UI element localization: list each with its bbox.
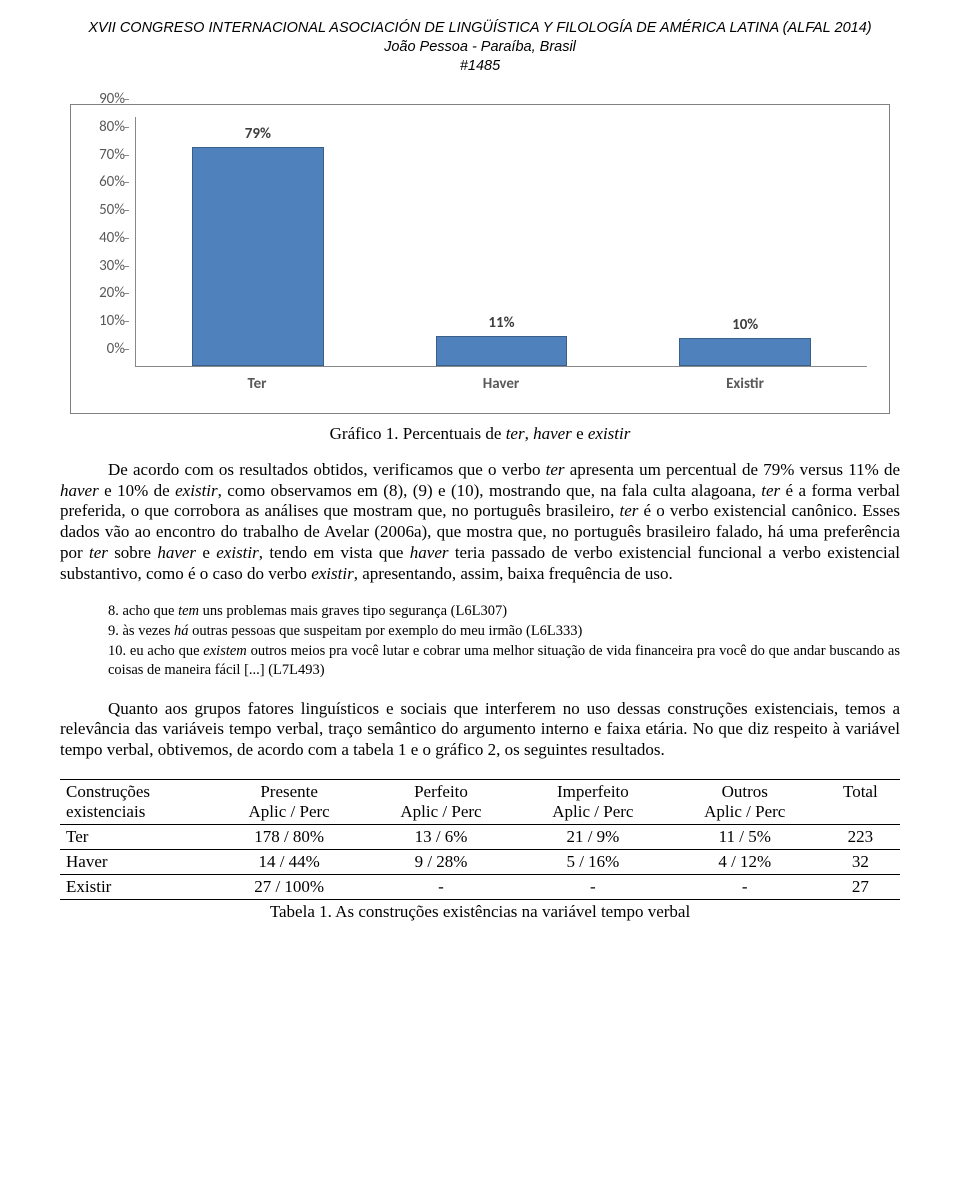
- bar-value-label: 11%: [488, 314, 514, 332]
- bar: [679, 338, 811, 366]
- paragraph-1: De acordo com os resultados obtidos, ver…: [60, 460, 900, 584]
- col-imperfeito: Imperfeito Aplic / Perc: [517, 779, 669, 824]
- table-row: Existir 27 / 100% - - - 27: [60, 874, 900, 899]
- page-header: XVII CONGRESO INTERNACIONAL ASOCIACIÓN D…: [60, 20, 900, 74]
- table-header-row: Construções existenciais Presente Aplic …: [60, 779, 900, 824]
- data-table: Construções existenciais Presente Aplic …: [60, 779, 900, 900]
- paragraph-2: Quanto aos grupos fatores linguísticos e…: [60, 699, 900, 761]
- bar: [192, 147, 324, 366]
- y-tick-label: 30%: [99, 257, 125, 275]
- y-tick-label: 20%: [99, 284, 125, 302]
- example-10: 10. eu acho que existem outros meios pra…: [108, 642, 900, 681]
- y-tick-label: 0%: [107, 340, 125, 358]
- y-tick-label: 50%: [99, 201, 125, 219]
- y-axis: 0%10%20%30%40%50%60%70%80%90%: [81, 117, 131, 367]
- caption-haver: haver: [533, 424, 572, 443]
- conference-location: João Pessoa - Paraíba, Brasil: [60, 39, 900, 55]
- x-tick-label: Ter: [247, 375, 266, 393]
- x-tick-label: Haver: [483, 375, 520, 393]
- bar-value-label: 79%: [245, 125, 271, 143]
- table-caption: Tabela 1. As construções existências na …: [60, 902, 900, 922]
- y-tick-label: 40%: [99, 229, 125, 247]
- table-row: Ter 178 / 80% 13 / 6% 21 / 9% 11 / 5% 22…: [60, 824, 900, 849]
- col-construcoes: Construções existenciais: [60, 779, 213, 824]
- chart-caption: Gráfico 1. Percentuais de ter, haver e e…: [60, 424, 900, 444]
- col-outros: Outros Aplic / Perc: [669, 779, 821, 824]
- bar: [436, 336, 568, 366]
- example-9: 9. às vezes há outras pessoas que suspei…: [108, 622, 900, 642]
- x-axis: Ter Haver Existir: [135, 369, 867, 397]
- col-total: Total: [821, 779, 900, 824]
- examples-block: 8. acho que tem uns problemas mais grave…: [108, 602, 900, 680]
- chart-container: 0%10%20%30%40%50%60%70%80%90% 79%11%10% …: [70, 104, 890, 414]
- caption-prefix: Gráfico 1. Percentuais de: [330, 424, 506, 443]
- bar-value-label: 10%: [732, 316, 758, 334]
- y-tick-label: 70%: [99, 146, 125, 164]
- x-tick-label: Existir: [726, 375, 764, 393]
- conference-title: XVII CONGRESO INTERNACIONAL ASOCIACIÓN D…: [60, 20, 900, 36]
- chart-plot-area: 79% 11% 10%: [135, 117, 867, 367]
- col-presente: Presente Aplic / Perc: [213, 779, 365, 824]
- example-8: 8. acho que tem uns problemas mais grave…: [108, 602, 900, 622]
- y-tick-label: 10%: [99, 312, 125, 330]
- bar-chart: 0%10%20%30%40%50%60%70%80%90% 79%11%10% …: [81, 117, 867, 397]
- page-number: #1485: [60, 58, 900, 74]
- y-tick-label: 80%: [99, 118, 125, 136]
- caption-existir: existir: [588, 424, 631, 443]
- col-perfeito: Perfeito Aplic / Perc: [365, 779, 517, 824]
- y-tick-label: 90%: [99, 90, 125, 108]
- table-row: Haver 14 / 44% 9 / 28% 5 / 16% 4 / 12% 3…: [60, 849, 900, 874]
- caption-ter: ter: [506, 424, 525, 443]
- y-tick-label: 60%: [99, 173, 125, 191]
